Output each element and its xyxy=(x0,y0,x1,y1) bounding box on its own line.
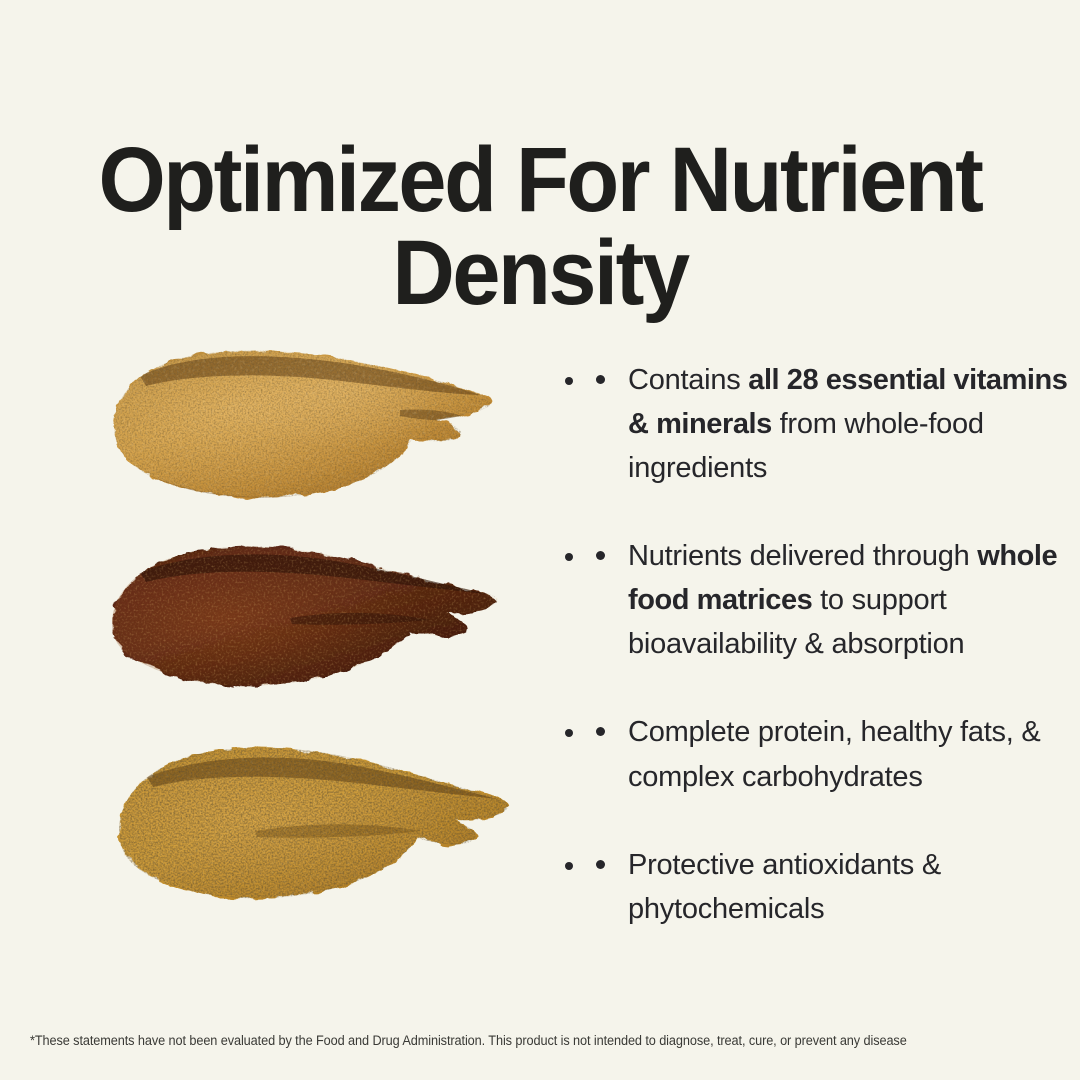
golden-nut-butter-smear xyxy=(100,338,500,508)
smear-image-column xyxy=(0,300,530,960)
benefit-text: Nutrients delivered through whole food m… xyxy=(628,540,1058,661)
benefit-emphasis: whole food matrices xyxy=(628,540,1058,617)
ochre-seed-butter-graphic xyxy=(119,747,509,899)
benefit-text: Complete protein, healthy fats, & comple… xyxy=(628,716,1041,793)
dark-cacao-date-smear xyxy=(100,532,510,702)
benefit-text: Contains all 28 essential vitamins & min… xyxy=(628,364,1068,485)
benefit-emphasis: all 28 essential vitamins & minerals xyxy=(628,364,1068,441)
bullet-dot-icon xyxy=(596,859,605,869)
benefit-plain: to support bioavailability & absorption xyxy=(628,584,965,661)
benefit-plain: from whole-food ingredients xyxy=(628,408,984,485)
benefit-item: Nutrients delivered through whole food m… xyxy=(588,534,1080,666)
golden-nut-butter-graphic xyxy=(114,350,491,498)
benefit-text: Protective antioxidants & phytochemicals xyxy=(628,849,941,925)
benefit-item: Contains all 28 essential vitamins & min… xyxy=(588,358,1080,490)
benefit-plain: Complete protein, healthy fats, & comple… xyxy=(628,716,1041,793)
benefit-plain: Nutrients delivered through xyxy=(628,540,978,573)
ochre-seed-butter-smear xyxy=(105,735,520,915)
page-title: Optimized For Nutrient Density xyxy=(98,128,984,325)
benefits-list: Contains all 28 essential vitamins & min… xyxy=(548,358,1080,931)
fda-disclaimer: *These statements have not been evaluate… xyxy=(30,1033,907,1049)
benefit-item: Protective antioxidants & phytochemicals xyxy=(588,843,1080,931)
benefit-item: Complete protein, healthy fats, & comple… xyxy=(588,710,1080,798)
dark-cacao-date-graphic xyxy=(112,546,498,686)
main-content: Contains all 28 essential vitamins & min… xyxy=(0,300,1080,960)
benefit-plain: Contains xyxy=(628,364,749,396)
bullet-dot-icon xyxy=(596,551,605,561)
bullet-dot-icon xyxy=(596,727,605,737)
bullet-dot-icon xyxy=(596,375,605,384)
benefit-plain: Protective antioxidants & phytochemicals xyxy=(628,848,941,925)
